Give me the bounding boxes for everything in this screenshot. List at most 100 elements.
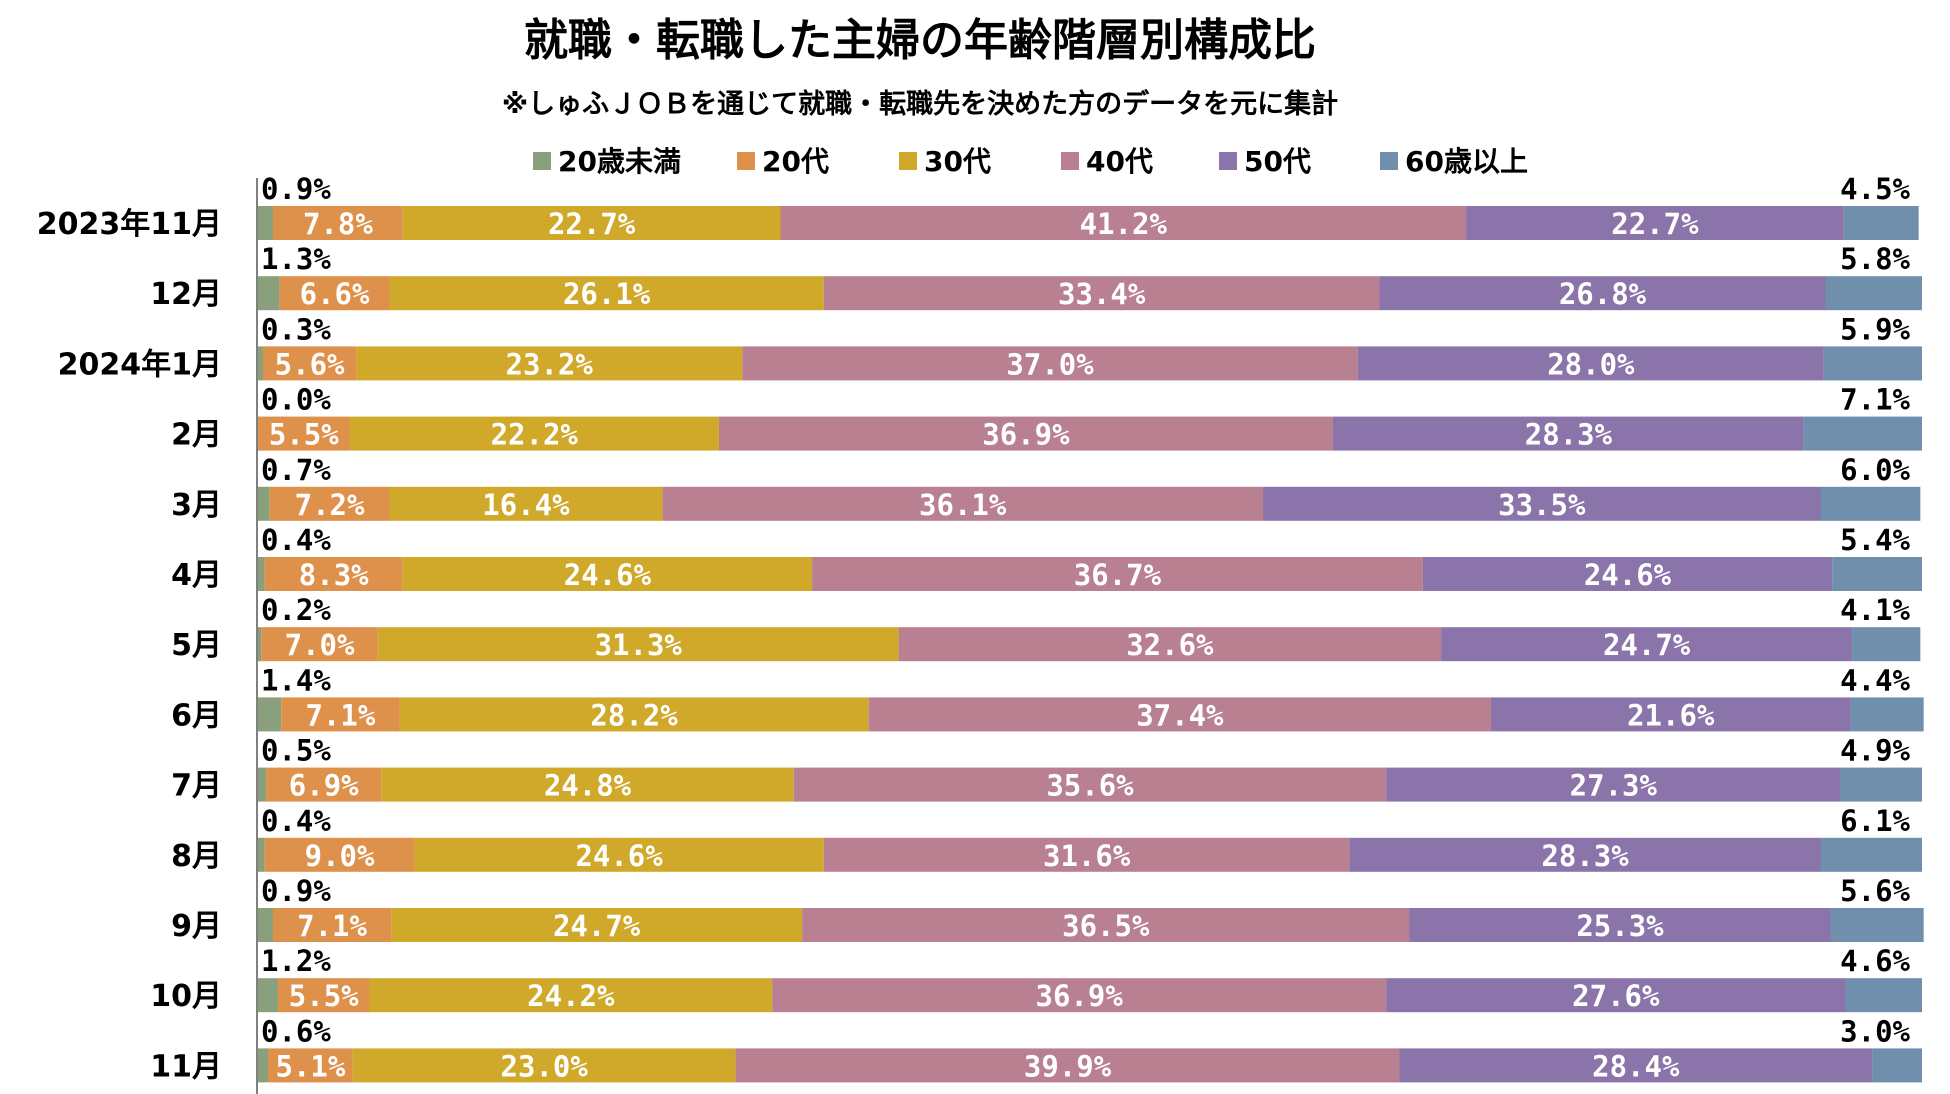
chart-subtitle: ※しゅふＪＯＢを通じて就職・転職先を決めた方のデータを元に集計 — [502, 88, 1338, 120]
data-label-r3-s6: 5.9% — [1840, 312, 1910, 346]
data-label-r6-s5: 24.6% — [1584, 558, 1672, 592]
data-label-r10-s3: 24.6% — [575, 839, 663, 873]
data-label-r4-s6: 7.1% — [1840, 383, 1910, 417]
bar-r12-s5 — [1386, 978, 1846, 1013]
data-label-r6-s4: 36.7% — [1074, 558, 1162, 592]
category-label-5: 3月 — [171, 488, 222, 523]
bar-r10-s6 — [1820, 837, 1922, 872]
data-label-r4-s3: 22.2% — [491, 418, 579, 452]
bar-r6-s1 — [258, 557, 265, 591]
data-label-r12-s6: 4.6% — [1840, 944, 1910, 978]
legend-swatch-4 — [1061, 152, 1079, 170]
bar-r2-s1 — [258, 276, 280, 311]
data-label-r12-s3: 24.2% — [527, 979, 615, 1013]
data-label-r4-s1: 0.0% — [261, 383, 331, 417]
bar-r4-s6 — [1803, 416, 1922, 451]
data-label-r9-s3: 24.8% — [544, 769, 632, 803]
bar-r2-s4 — [823, 276, 1380, 311]
category-label-12: 10月 — [150, 979, 222, 1014]
bar-r10-s5 — [1349, 837, 1821, 872]
data-label-r1-s3: 22.7% — [548, 207, 636, 241]
category-label-4: 2月 — [171, 418, 222, 453]
bar-r5-s5 — [1263, 486, 1821, 521]
bar-r4-s2 — [258, 416, 350, 451]
bar-r12-s4 — [772, 978, 1387, 1013]
data-label-r8-s3: 28.2% — [590, 698, 678, 732]
data-label-r7-s1: 0.2% — [261, 593, 331, 627]
bar-r11-s4 — [802, 908, 1410, 942]
category-label-11: 9月 — [171, 909, 222, 944]
data-label-r13-s1: 0.6% — [261, 1014, 331, 1048]
data-label-r13-s4: 39.9% — [1024, 1049, 1112, 1083]
bar-r9-s5 — [1386, 767, 1841, 802]
data-label-r9-s2: 6.9% — [289, 769, 359, 803]
data-label-r10-s1: 0.4% — [261, 804, 331, 838]
bar-r11-s5 — [1409, 908, 1831, 942]
data-label-r7-s4: 32.6% — [1126, 628, 1214, 662]
category-label-7: 5月 — [171, 628, 222, 663]
data-label-r8-s4: 37.4% — [1136, 698, 1224, 732]
data-label-r4-s2: 5.5% — [269, 418, 339, 452]
data-label-r6-s1: 0.4% — [261, 523, 331, 557]
legend-label-1: 20歳未満 — [558, 145, 681, 178]
bar-r6-s6 — [1832, 557, 1922, 591]
bar-r6-s2 — [264, 557, 403, 591]
bar-r13-s2 — [267, 1048, 353, 1083]
bar-r5-s6 — [1820, 486, 1921, 521]
bars — [258, 206, 1924, 1083]
bar-r9-s3 — [381, 767, 794, 802]
data-label-r3-s2: 5.6% — [275, 347, 345, 381]
data-label-r1-s5: 22.7% — [1611, 207, 1699, 241]
data-label-r5-s3: 16.4% — [482, 488, 570, 522]
bar-r6-s5 — [1422, 557, 1833, 591]
bar-r3-s4 — [742, 346, 1358, 381]
bar-r1-s3 — [402, 206, 781, 240]
data-label-r10-s2: 9.0% — [305, 839, 375, 873]
bar-r2-s2 — [279, 276, 390, 311]
data-label-r2-s1: 1.3% — [261, 242, 331, 276]
bar-r13-s1 — [258, 1048, 268, 1083]
data-label-r2-s3: 26.1% — [563, 277, 651, 311]
data-label-r7-s5: 24.7% — [1603, 628, 1691, 662]
data-label-r12-s2: 5.5% — [289, 979, 359, 1013]
data-label-r7-s2: 7.0% — [285, 628, 355, 662]
bar-r9-s1 — [258, 767, 267, 802]
bar-r10-s2 — [264, 837, 415, 872]
bar-r4-s3 — [349, 416, 719, 451]
chart-title: 就職・転職した主婦の年齢階層別構成比 — [524, 15, 1316, 66]
data-label-r12-s4: 36.9% — [1036, 979, 1124, 1013]
legend-swatch-3 — [899, 152, 917, 170]
bar-r4-s5 — [1332, 416, 1804, 451]
bar-r10-s1 — [258, 837, 265, 872]
data-label-r11-s4: 36.5% — [1062, 909, 1150, 943]
legend-label-5: 50代 — [1244, 145, 1311, 178]
legend-swatch-1 — [533, 152, 551, 170]
bar-r1-s6 — [1843, 206, 1919, 240]
data-label-r3-s3: 23.2% — [506, 347, 594, 381]
data-label-r7-s3: 31.3% — [595, 628, 683, 662]
legend: 20歳未満 20代 30代 40代 50代 60歳以上 — [533, 145, 1528, 178]
legend-swatch-6 — [1380, 152, 1398, 170]
data-label-r2-s6: 5.8% — [1840, 242, 1910, 276]
data-label-r13-s6: 3.0% — [1840, 1014, 1910, 1048]
bar-r7-s1 — [258, 627, 262, 662]
data-label-r5-s2: 7.2% — [295, 488, 365, 522]
bar-r6-s3 — [402, 557, 813, 591]
data-label-r11-s1: 0.9% — [261, 874, 331, 908]
data-label-r8-s6: 4.4% — [1840, 663, 1910, 697]
data-label-r11-s3: 24.7% — [553, 909, 641, 943]
bar-r10-s3 — [414, 837, 824, 872]
data-label-r1-s6: 4.5% — [1840, 172, 1910, 206]
legend-label-3: 30代 — [924, 145, 991, 178]
bar-r6-s4 — [812, 557, 1423, 591]
bar-r2-s3 — [389, 276, 824, 311]
data-label-r5-s5: 33.5% — [1498, 488, 1586, 522]
data-label-r13-s2: 5.1% — [275, 1049, 345, 1083]
bar-r12-s1 — [258, 978, 278, 1013]
data-label-r2-s2: 6.6% — [300, 277, 370, 311]
bar-r13-s5 — [1399, 1048, 1873, 1083]
data-label-r8-s2: 7.1% — [305, 698, 375, 732]
bar-r11-s1 — [258, 908, 273, 942]
bar-r13-s3 — [352, 1048, 736, 1083]
data-label-r5-s1: 0.7% — [261, 453, 331, 487]
